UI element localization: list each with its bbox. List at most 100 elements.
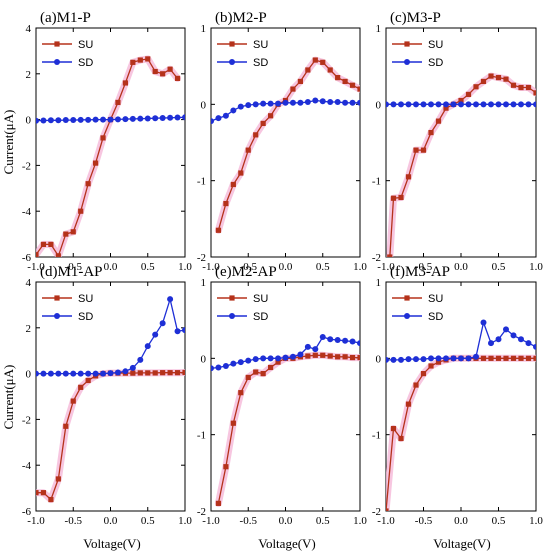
- panel-title: (a)M1-P: [40, 10, 91, 26]
- panel-title: (d)M1-AP: [40, 264, 103, 280]
- y-tick-label: 0: [26, 369, 32, 381]
- series-su-point: [36, 252, 39, 257]
- y-tick-label: -2: [197, 506, 206, 518]
- series-sd-point: [77, 116, 84, 123]
- legend-sd-label: SD: [78, 311, 93, 323]
- series-sd-point: [465, 355, 472, 362]
- series-sd-point: [357, 340, 360, 347]
- x-tick-label: -1.0: [377, 261, 395, 273]
- series-sd-point: [390, 101, 397, 108]
- series-sd-point: [107, 370, 114, 377]
- series-sd-point: [100, 116, 107, 123]
- series-su-point: [510, 355, 517, 361]
- series-sd-point: [473, 101, 479, 108]
- x-tick-label: 1.0: [529, 515, 543, 527]
- y-tick-label: 1: [201, 277, 207, 289]
- series-sd-point: [297, 99, 304, 106]
- series-sd-point: [174, 114, 181, 121]
- x-tick-label: 1.0: [353, 515, 367, 527]
- series-sd-point: [465, 101, 472, 108]
- x-tick-label: -0.5: [65, 515, 83, 527]
- series-su-point: [238, 170, 244, 176]
- series-sd-point: [92, 116, 99, 123]
- series-sd-point: [85, 370, 92, 377]
- series-sd-point: [245, 357, 252, 364]
- y-tick-label: -2: [22, 414, 31, 426]
- series-su-point: [420, 371, 427, 377]
- series-sd-point: [137, 115, 144, 122]
- series-sd-point: [230, 107, 237, 114]
- series-sd-point: [159, 114, 166, 121]
- series-su-point: [495, 75, 502, 81]
- series-su-point: [435, 118, 442, 124]
- series-sd-point: [282, 99, 289, 106]
- plot-area: [211, 56, 360, 234]
- series-su-point: [253, 369, 259, 375]
- series-sd-point: [327, 99, 334, 106]
- series-su-point: [260, 371, 266, 377]
- series-sd-point: [319, 333, 326, 340]
- series-su-point: [525, 355, 532, 361]
- shared-ylabel-bottom: Current(μA): [1, 365, 16, 430]
- series-su-point: [63, 231, 69, 237]
- series-sd-point: [495, 336, 502, 343]
- series-su-point: [320, 352, 326, 358]
- series-su-point: [428, 129, 434, 136]
- x-tick-label: 0.0: [454, 261, 468, 273]
- series-su-point: [305, 353, 311, 359]
- x-tick-label: 0.5: [141, 515, 155, 527]
- legend-su-label: SU: [428, 293, 443, 305]
- y-tick-label: 4: [26, 23, 32, 35]
- series-su-point: [349, 82, 356, 88]
- series-sd-point: [92, 370, 99, 377]
- y-tick-label: -2: [22, 160, 31, 172]
- x-tick-label: 0.5: [316, 261, 330, 273]
- series-sd-point: [518, 101, 524, 108]
- series-sd-point: [428, 355, 434, 362]
- x-tick-label: 0.0: [454, 515, 468, 527]
- series-sd-point: [40, 117, 47, 124]
- series-su-point: [503, 76, 509, 82]
- series-sd-point: [237, 103, 244, 110]
- series-sd-point: [435, 355, 442, 362]
- series-sd-point: [267, 355, 274, 362]
- series-sd-point: [312, 346, 319, 353]
- series-sd-point: [420, 101, 427, 108]
- x-tick-label: 0.0: [279, 515, 293, 527]
- series-sd-point: [342, 99, 349, 106]
- panel-title: (c)M3-P: [390, 10, 441, 26]
- series-su-glow: [214, 351, 360, 507]
- y-tick-label: 1: [201, 23, 207, 35]
- series-su-point: [518, 84, 524, 91]
- series-sd-point: [182, 114, 185, 121]
- series-sd-point: [252, 356, 259, 363]
- series-su-point: [70, 398, 76, 404]
- series-sd-point: [304, 343, 311, 350]
- series-sd-point: [480, 319, 487, 326]
- series-sd-point: [533, 101, 536, 108]
- shared-ylabel-top: Current(μA): [1, 110, 16, 175]
- series-sd-point: [413, 356, 419, 363]
- y-tick-label: 0: [376, 353, 382, 365]
- series-su-point: [245, 147, 251, 153]
- series-su-point: [510, 82, 517, 88]
- series-su-point: [420, 147, 427, 153]
- series-sd-point: [342, 337, 349, 344]
- series-sd-point: [405, 101, 412, 108]
- series-su-point: [387, 254, 393, 257]
- y-tick-label: 2: [26, 323, 32, 335]
- series-sd-point: [55, 370, 62, 377]
- series-sd-point: [357, 99, 360, 106]
- series-sd-point: [428, 101, 434, 108]
- series-su-point: [533, 355, 536, 361]
- series-su-point: [174, 370, 181, 376]
- series-su-point: [503, 355, 509, 361]
- series-sd-point: [174, 328, 181, 335]
- series-sd-point: [260, 100, 267, 107]
- series-su-point: [443, 105, 449, 111]
- series-sd-point: [473, 353, 479, 360]
- series-sd-point: [70, 117, 77, 124]
- series-su-point: [78, 208, 84, 214]
- y-tick-label: 0: [201, 353, 207, 365]
- plot-area: [386, 319, 536, 511]
